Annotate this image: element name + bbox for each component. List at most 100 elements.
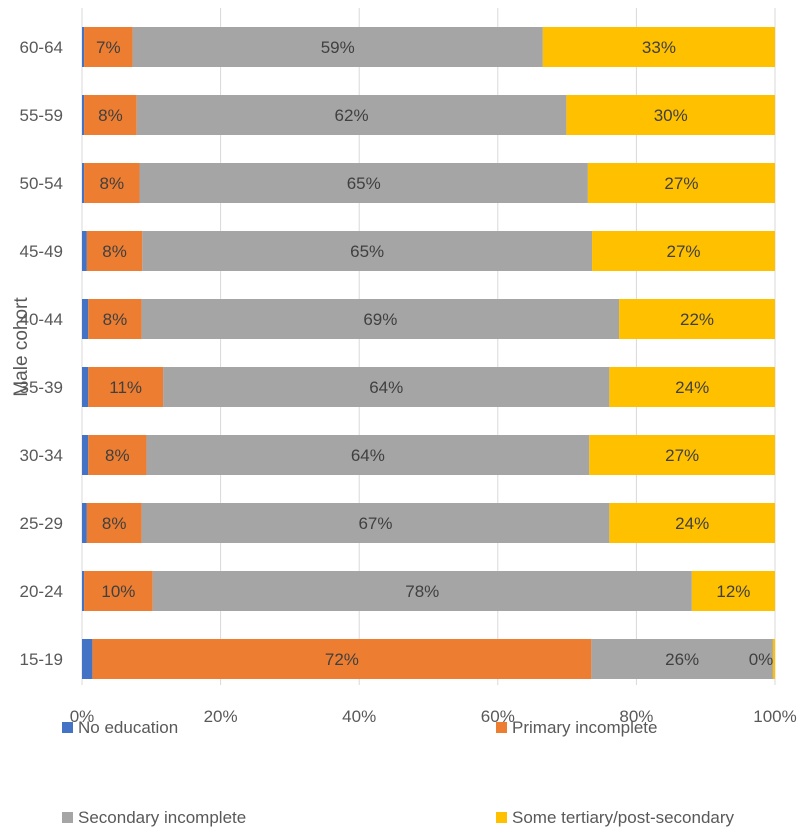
legend-swatch (62, 812, 73, 823)
data-label: 67% (358, 514, 392, 533)
data-label: 0% (749, 650, 774, 669)
data-label: 62% (335, 106, 369, 125)
y-category-label: 20-24 (20, 582, 63, 601)
y-category-label: 50-54 (20, 174, 63, 193)
bar-segment (142, 231, 593, 271)
bar-segment (84, 95, 137, 135)
bar-segment (609, 503, 775, 543)
y-category-label: 35-39 (20, 378, 63, 397)
y-category-label: 60-64 (20, 38, 63, 57)
data-label: 59% (321, 38, 355, 57)
legend: No education Primary incomplete Secondary … (62, 718, 735, 827)
bar-segment (141, 299, 620, 339)
bar-segment (92, 639, 592, 679)
data-label: 8% (102, 514, 127, 533)
data-label: 65% (347, 174, 381, 193)
y-category-label: 15-19 (20, 650, 63, 669)
data-label: 72% (325, 650, 359, 669)
data-label: 8% (102, 242, 127, 261)
data-label: 78% (405, 582, 439, 601)
x-tick-label: 0% (70, 707, 95, 726)
bar-segment (163, 367, 610, 407)
bar-segment (82, 95, 85, 135)
data-label: 64% (351, 446, 385, 465)
bar-segment (82, 163, 85, 203)
bar-segment (84, 163, 140, 203)
y-category-label: 30-34 (20, 446, 63, 465)
bar-segment (136, 95, 567, 135)
data-label: 27% (665, 446, 699, 465)
bar-segment (132, 27, 543, 67)
data-label: 30% (654, 106, 688, 125)
legend-label: Secondary incomplete (78, 808, 246, 827)
bar-segment (566, 95, 775, 135)
bar-segment (88, 367, 164, 407)
bar-segment (82, 299, 89, 339)
x-tick-label: 60% (481, 707, 515, 726)
data-label: 65% (350, 242, 384, 261)
data-label: 8% (103, 310, 128, 329)
y-category-label: 25-29 (20, 514, 63, 533)
data-label: 10% (101, 582, 135, 601)
data-label: 69% (363, 310, 397, 329)
y-axis-categories: 60-64 55-59 50-54 45-49 40-44 35-39 30-34 25-29… (20, 38, 63, 669)
bar-segment (609, 367, 775, 407)
x-tick-label: 40% (342, 707, 376, 726)
data-label: 27% (667, 242, 701, 261)
bar-segment (86, 231, 143, 271)
data-label: 8% (100, 174, 125, 193)
data-label: 24% (675, 514, 709, 533)
bar-segment (619, 299, 775, 339)
bar-segment (82, 503, 87, 543)
bar-segment (82, 231, 87, 271)
bar-segment (146, 435, 590, 475)
data-label: 22% (680, 310, 714, 329)
x-tick-label: 80% (619, 707, 653, 726)
bar-segment (82, 639, 93, 679)
data-label: 27% (664, 174, 698, 193)
data-labels: 7% 59% 33% 8% 62% 30% 8% 65% 27% 8% 65% 27% 8% 69% 22%… (96, 38, 773, 669)
bar-segment (88, 435, 147, 475)
bar-segment (86, 503, 142, 543)
data-label: 8% (105, 446, 130, 465)
x-tick-label: 100% (753, 707, 796, 726)
bar-segment (691, 571, 775, 611)
bar-segment (82, 27, 85, 67)
legend-swatch (62, 722, 73, 733)
legend-label: No education (78, 718, 178, 737)
data-label: 33% (642, 38, 676, 57)
bar-segment (152, 571, 692, 611)
data-label: 12% (716, 582, 750, 601)
data-label: 8% (98, 106, 123, 125)
bar-segment (84, 27, 133, 67)
y-category-label: 45-49 (20, 242, 63, 261)
legend-label: Primary incomplete (512, 718, 658, 737)
bar-segment (772, 639, 775, 679)
data-label: 24% (675, 378, 709, 397)
data-label: 7% (96, 38, 121, 57)
y-category-label: 40-44 (20, 310, 63, 329)
bar-segment (587, 163, 775, 203)
legend-swatch (496, 722, 507, 733)
legend-label: Some tertiary/post-secondary (512, 808, 735, 827)
bar-segment (139, 163, 588, 203)
bar-segment (82, 367, 89, 407)
bar-segment (82, 571, 85, 611)
bar-segment (84, 571, 153, 611)
bar-segment (82, 435, 89, 475)
bar-segment (88, 299, 142, 339)
bar-segment (141, 503, 610, 543)
y-category-label: 55-59 (20, 106, 63, 125)
bars (82, 27, 775, 679)
bar-segment (591, 639, 773, 679)
y-axis-title: Male cohort (11, 297, 32, 397)
legend-swatch (496, 812, 507, 823)
bar-segment (542, 27, 775, 67)
bar-segment (592, 231, 775, 271)
data-label: 64% (369, 378, 403, 397)
data-label: 11% (109, 378, 142, 397)
x-tick-label: 20% (204, 707, 238, 726)
bar-segment (589, 435, 775, 475)
data-label: 26% (665, 650, 699, 669)
